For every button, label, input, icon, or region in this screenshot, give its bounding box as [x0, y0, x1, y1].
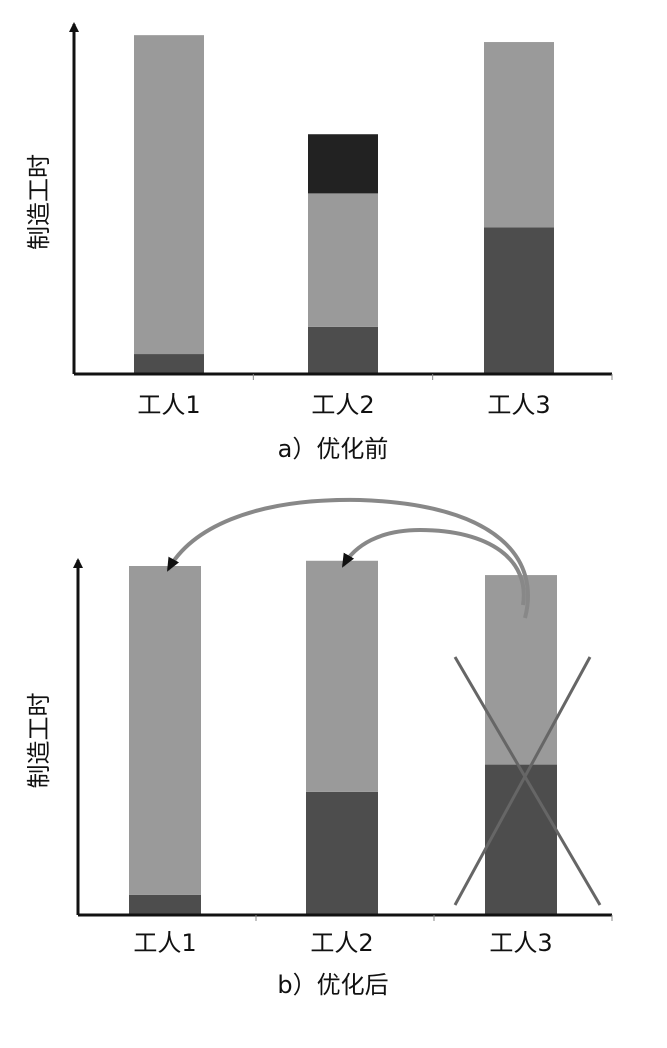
x-tick-label: 工人1	[133, 929, 196, 957]
bar-segment	[134, 354, 204, 374]
bar-segment	[308, 193, 378, 327]
cross-line	[453, 656, 602, 906]
bar-segment	[485, 575, 557, 765]
x-tick-label: 工人1	[137, 391, 200, 419]
bar-segment	[308, 134, 378, 194]
bar-segment	[484, 227, 554, 374]
bar-segment	[306, 791, 378, 915]
move-arrow	[166, 497, 530, 619]
y-axis-label: 制造工时	[25, 154, 53, 250]
bar-segment	[134, 35, 204, 355]
bar-segment	[485, 764, 557, 915]
bar-segment	[308, 326, 378, 374]
bar-segment	[484, 42, 554, 228]
x-tick-label: 工人3	[487, 391, 550, 419]
chart-caption: b）优化后	[277, 971, 388, 999]
x-tick-label: 工人3	[489, 929, 552, 957]
bar-segment	[129, 566, 201, 895]
x-tick-label: 工人2	[311, 391, 374, 419]
bar-segment	[129, 894, 201, 915]
cross-line	[453, 656, 592, 906]
annotations	[166, 497, 602, 906]
chart-caption: a）优化前	[278, 435, 389, 463]
move-arrow	[341, 527, 526, 606]
x-tick-label: 工人2	[310, 929, 373, 957]
y-axis-label: 制造工时	[25, 693, 53, 789]
bar-segment	[306, 560, 378, 792]
